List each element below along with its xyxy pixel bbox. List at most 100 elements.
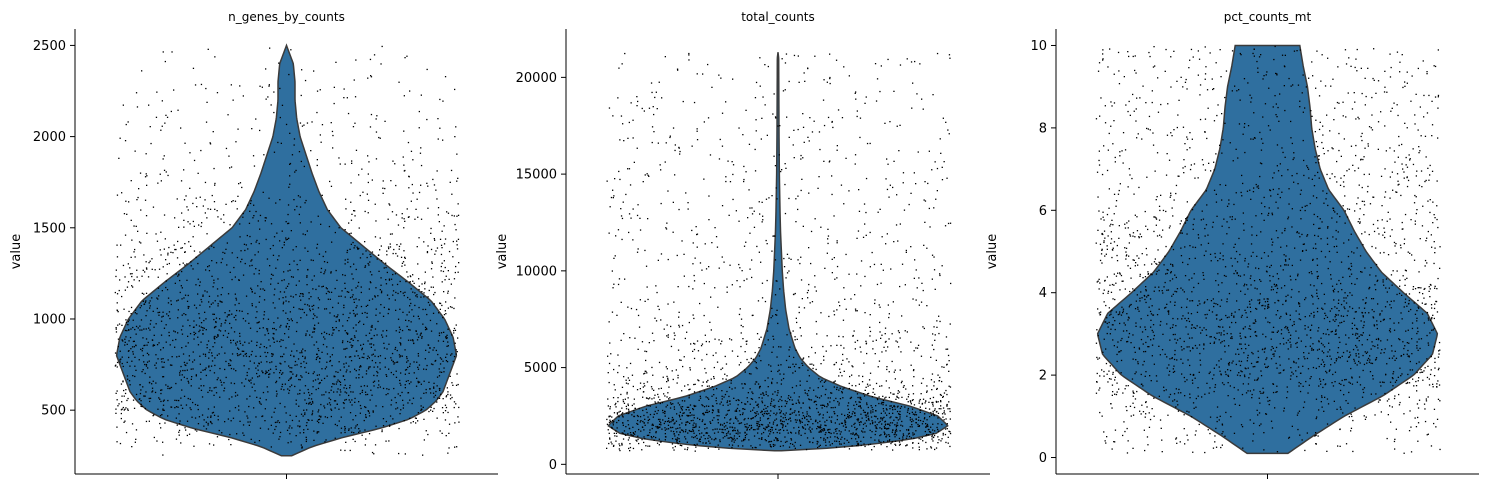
data-point (892, 301, 894, 303)
data-point (291, 427, 293, 429)
data-point (125, 123, 127, 126)
data-point (217, 334, 219, 336)
data-point (124, 338, 126, 340)
data-point (403, 227, 405, 229)
data-point (203, 319, 205, 322)
data-point (203, 419, 205, 421)
data-point (193, 159, 196, 162)
data-point (816, 407, 818, 410)
data-point (678, 147, 680, 149)
data-point (693, 444, 695, 446)
data-point (924, 221, 926, 223)
data-point (264, 334, 266, 336)
data-point (668, 398, 670, 400)
data-point (128, 350, 130, 352)
data-point (414, 292, 416, 294)
data-point (166, 273, 168, 275)
data-point (637, 423, 639, 425)
data-point (440, 393, 442, 395)
data-point (200, 341, 202, 343)
data-point (249, 235, 251, 238)
data-point (939, 376, 941, 379)
data-point (693, 414, 695, 416)
data-point (301, 125, 304, 127)
data-point (420, 184, 422, 186)
data-point (320, 141, 322, 143)
data-point (115, 408, 117, 410)
data-point (200, 298, 202, 301)
data-point (366, 358, 368, 360)
data-point (343, 304, 345, 306)
data-point (793, 392, 795, 394)
data-point (772, 423, 774, 425)
data-point (368, 264, 370, 266)
data-point (297, 269, 299, 271)
data-point (838, 301, 840, 303)
data-point (242, 432, 244, 434)
data-point (940, 401, 942, 403)
data-point (453, 327, 456, 330)
data-point (308, 402, 310, 404)
data-point (316, 164, 318, 167)
data-point (807, 424, 809, 426)
data-point (622, 424, 624, 426)
data-point (317, 387, 320, 390)
data-point (306, 409, 308, 411)
data-point (283, 353, 285, 355)
data-point (289, 433, 291, 435)
data-point (456, 351, 458, 353)
data-point (307, 419, 309, 421)
data-point (405, 280, 407, 283)
data-point (198, 313, 200, 315)
data-point (650, 436, 652, 438)
data-point (165, 286, 167, 289)
data-point (677, 349, 680, 351)
data-point (664, 412, 666, 415)
data-point (318, 374, 320, 376)
data-point (232, 200, 234, 202)
data-point (764, 404, 766, 407)
data-point (238, 310, 241, 312)
data-point (876, 398, 878, 400)
data-point (616, 421, 618, 424)
data-point (291, 384, 293, 386)
data-point (197, 293, 199, 295)
data-point (280, 363, 282, 365)
data-point (855, 91, 857, 93)
data-point (177, 317, 179, 319)
data-point (262, 318, 265, 320)
data-point (338, 157, 340, 159)
data-point (735, 432, 737, 434)
data-point (202, 353, 205, 355)
data-point (928, 434, 930, 436)
data-point (887, 440, 889, 442)
data-point (865, 340, 867, 342)
data-point (267, 391, 269, 393)
data-point (737, 429, 739, 431)
data-point (337, 314, 339, 316)
data-point (660, 441, 662, 443)
data-point (800, 189, 802, 192)
data-point (685, 424, 687, 426)
data-point (131, 273, 133, 275)
data-point (381, 334, 383, 336)
data-point (695, 434, 698, 437)
data-point (294, 209, 296, 211)
data-point (262, 371, 264, 374)
data-point (376, 375, 378, 377)
data-point (169, 344, 171, 346)
data-point (894, 433, 896, 435)
data-point (900, 382, 903, 384)
data-point (647, 298, 649, 301)
data-point (686, 331, 688, 333)
data-point (693, 274, 695, 277)
data-point (143, 303, 146, 305)
data-point (341, 290, 343, 292)
data-point (692, 424, 694, 426)
data-point (319, 89, 321, 91)
data-point (791, 412, 793, 414)
data-point (214, 364, 216, 367)
data-point (628, 121, 630, 124)
data-point (708, 266, 710, 268)
data-point (930, 379, 933, 381)
